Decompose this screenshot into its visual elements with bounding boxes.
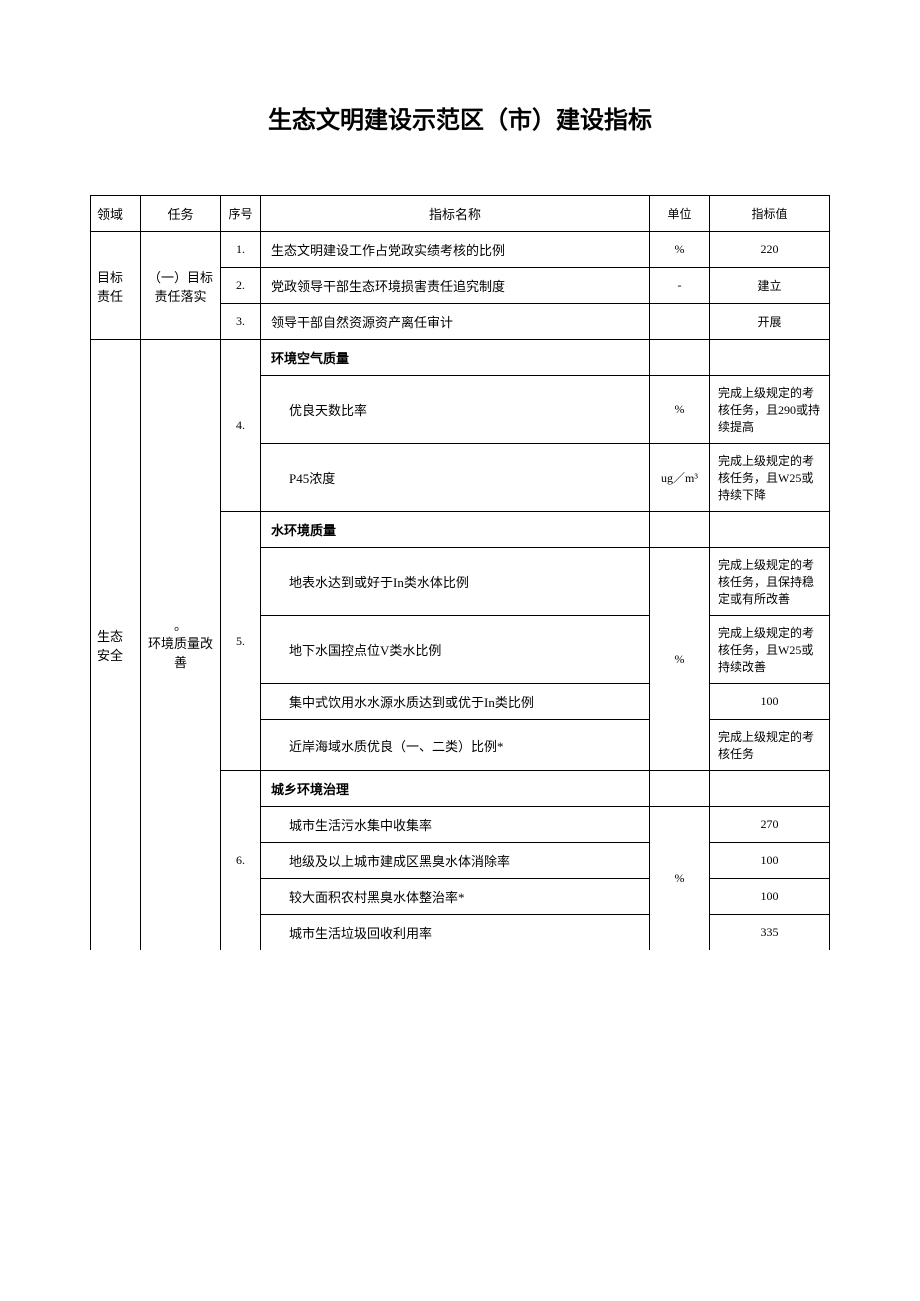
cell-seq: 1. (221, 232, 261, 268)
cell-value: 270 (710, 807, 830, 843)
cell-unit: % (650, 232, 710, 268)
cell-value: 完成上级规定的考核任务，且保持稳定或有所改善 (710, 548, 830, 616)
cell-unit: % (650, 376, 710, 444)
cell-name: 地下水国控点位V类水比例 (261, 616, 650, 684)
cell-name: 近岸海域水质优良（一、二类）比例* (261, 720, 650, 771)
cell-value: 完成上级规定的考核任务，且W25或持续改善 (710, 616, 830, 684)
cell-value: 335 (710, 915, 830, 951)
cell-seq: 6. (221, 771, 261, 951)
cell-name: 领导干部自然资源资产离任审计 (261, 304, 650, 340)
cell-value: 完成上级规定的考核任务 (710, 720, 830, 771)
table-row: 生态安全 。 环境质量改善 4. 环境空气质量 (91, 340, 830, 376)
cell-value: 完成上级规定的考核任务，且290或持续提高 (710, 376, 830, 444)
cell-value: 220 (710, 232, 830, 268)
task2-text: 环境质量改善 (147, 633, 214, 671)
cell-value: 100 (710, 684, 830, 720)
header-task: 任务 (141, 196, 221, 232)
cell-unit: % (650, 548, 710, 771)
indicator-table: 领域 任务 序号 指标名称 单位 指标值 目标责任 （一）目标责任落实 1. 生… (90, 195, 830, 950)
cell-name: 城市生活垃圾回收利用率 (261, 915, 650, 951)
cell-section-header: 环境空气质量 (261, 340, 650, 376)
cell-seq: 2. (221, 268, 261, 304)
cell-unit (650, 304, 710, 340)
cell-seq: 3. (221, 304, 261, 340)
cell-name: P45浓度 (261, 444, 650, 512)
cell-unit (650, 771, 710, 807)
cell-value (710, 771, 830, 807)
cell-unit (650, 340, 710, 376)
cell-value: 开展 (710, 304, 830, 340)
task2-dot: 。 (147, 619, 214, 633)
document-title: 生态文明建设示范区（市）建设指标 (90, 100, 830, 135)
cell-section-header: 水环境质量 (261, 512, 650, 548)
cell-domain-2: 生态安全 (91, 340, 141, 951)
cell-value: 100 (710, 879, 830, 915)
header-unit: 单位 (650, 196, 710, 232)
cell-task-2: 。 环境质量改善 (141, 340, 221, 951)
cell-unit: ug／m³ (650, 444, 710, 512)
cell-name: 地级及以上城市建成区黑臭水体消除率 (261, 843, 650, 879)
cell-name: 较大面积农村黑臭水体整治率* (261, 879, 650, 915)
cell-name: 地表水达到或好于In类水体比例 (261, 548, 650, 616)
cell-seq: 4. (221, 340, 261, 512)
cell-seq: 5. (221, 512, 261, 771)
cell-domain-1: 目标责任 (91, 232, 141, 340)
cell-unit (650, 512, 710, 548)
cell-value (710, 340, 830, 376)
cell-section-header: 城乡环境治理 (261, 771, 650, 807)
cell-name: 集中式饮用水水源水质达到或优于In类比例 (261, 684, 650, 720)
cell-task-1: （一）目标责任落实 (141, 232, 221, 340)
cell-name: 党政领导干部生态环境损害责任追究制度 (261, 268, 650, 304)
cell-value: 100 (710, 843, 830, 879)
header-name: 指标名称 (261, 196, 650, 232)
cell-value: 建立 (710, 268, 830, 304)
cell-unit: % (650, 807, 710, 951)
header-domain: 领域 (91, 196, 141, 232)
table-row: 目标责任 （一）目标责任落实 1. 生态文明建设工作占党政实绩考核的比例 % 2… (91, 232, 830, 268)
cell-name: 生态文明建设工作占党政实绩考核的比例 (261, 232, 650, 268)
table-header-row: 领域 任务 序号 指标名称 单位 指标值 (91, 196, 830, 232)
cell-name: 优良天数比率 (261, 376, 650, 444)
header-value: 指标值 (710, 196, 830, 232)
cell-unit: - (650, 268, 710, 304)
header-seq: 序号 (221, 196, 261, 232)
cell-value: 完成上级规定的考核任务，且W25或持续下降 (710, 444, 830, 512)
cell-name: 城市生活污水集中收集率 (261, 807, 650, 843)
cell-value (710, 512, 830, 548)
